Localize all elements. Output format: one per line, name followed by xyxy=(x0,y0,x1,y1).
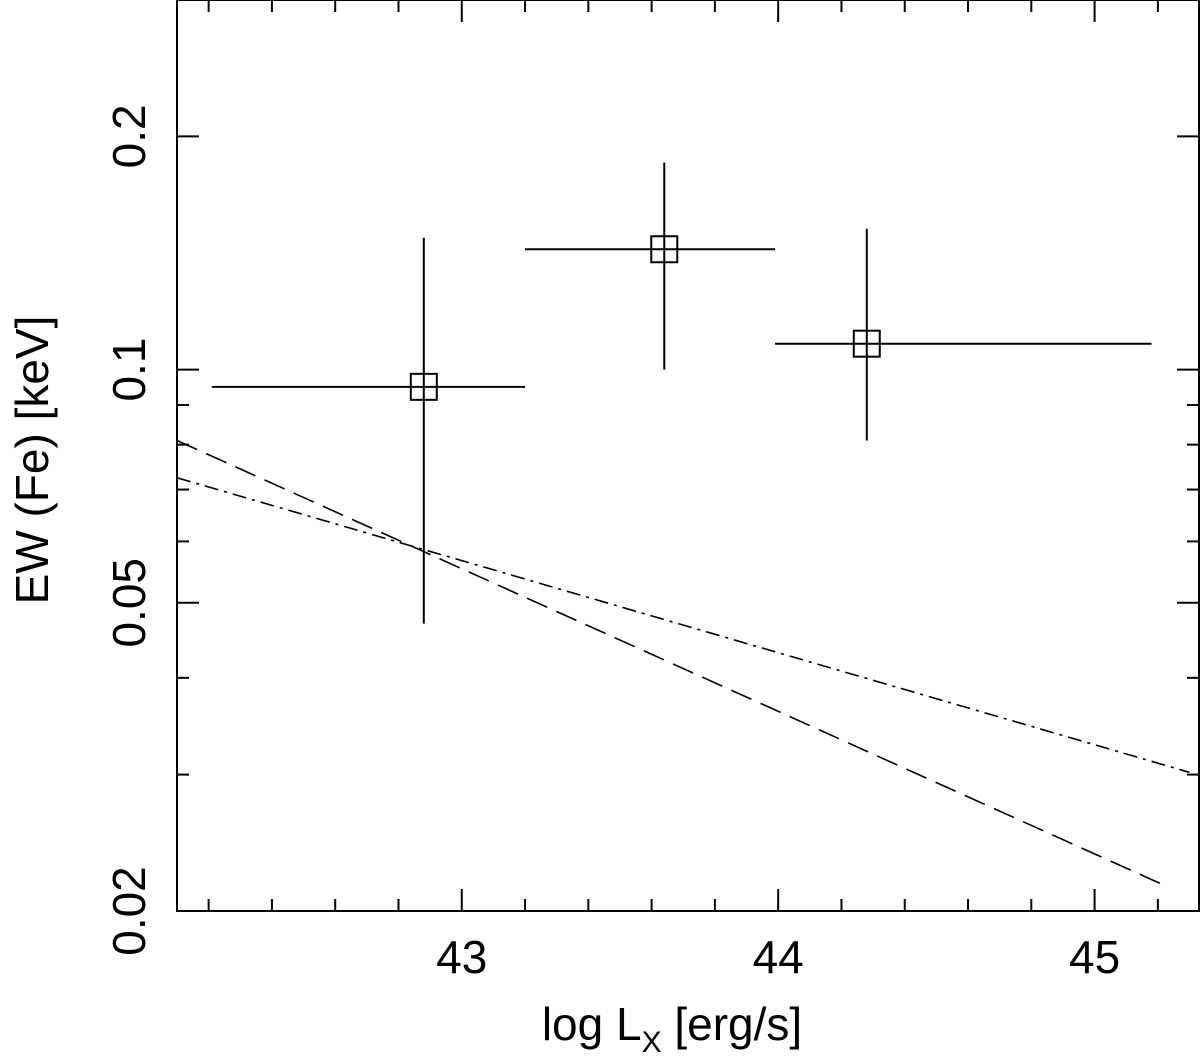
plot-frame xyxy=(176,0,1200,912)
x-axis-label: log LX [erg/s] xyxy=(542,998,802,1059)
y-tick-label: 0.05 xyxy=(103,558,155,648)
x-axis-tick-labels: 43 44 45 xyxy=(436,931,1120,983)
dashed-model-line xyxy=(176,439,1168,888)
y-axis-tick-labels: 0.02 0.05 0.1 0.2 xyxy=(103,104,155,955)
model-lines xyxy=(176,439,1190,888)
x-tick-label: 44 xyxy=(753,931,804,983)
x-axis-ticks xyxy=(207,0,1159,911)
dash-dot-model-line xyxy=(176,476,1190,774)
x-axis-label-unit xyxy=(662,998,675,1050)
data-point-marker xyxy=(852,329,881,358)
y-axis-ticks xyxy=(177,135,1199,912)
y-axis-label: EW (Fe) [keV] xyxy=(6,316,58,605)
data-point-marker xyxy=(650,235,679,264)
data-points xyxy=(211,162,1152,624)
x-axis-label-subscript: X xyxy=(642,1026,662,1059)
y-tick-label: 0.02 xyxy=(103,866,155,956)
x-tick-label: 45 xyxy=(1069,931,1120,983)
y-tick-label: 0.1 xyxy=(103,338,155,402)
data-point-marker xyxy=(409,372,438,401)
y-tick-label: 0.2 xyxy=(103,104,155,168)
x-axis-label-main: log L xyxy=(542,998,642,1050)
x-tick-label: 43 xyxy=(436,931,487,983)
x-axis-label-unit-text: [erg/s] xyxy=(674,998,802,1050)
